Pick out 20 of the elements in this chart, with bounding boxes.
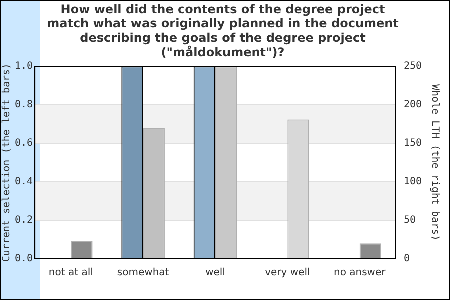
y2-tick-label: 50 (404, 215, 416, 226)
y-tick-label: 1.0 (15, 61, 34, 72)
x-tick-label: well (206, 268, 226, 279)
x-tick-label: no answer (334, 268, 387, 279)
y2-tick-label: 0 (404, 254, 410, 265)
y-tick-label: 0.6 (15, 138, 34, 150)
y2-tick-label: 200 (404, 100, 422, 111)
y2-tick-label: 100 (404, 176, 422, 188)
y2-axis-title: Whole LTH (the right bars) (429, 84, 440, 242)
y-tick-label: 0.4 (15, 176, 34, 188)
y2-tick-label: 150 (404, 138, 422, 150)
y-tick-label: 0.8 (15, 100, 34, 111)
y-tick-label: 0.2 (15, 215, 34, 226)
y-axis-title: Current selection (the left bars) (2, 63, 13, 262)
y-tick-label: 0.0 (15, 254, 34, 265)
x-tick-label: not at all (48, 268, 94, 279)
y2-tick-label: 250 (404, 61, 422, 72)
chart-title: How well did the contents of the degree project match what was originally planned in the document describing the goals of the degree project ("måldokument")? (47, 2, 400, 60)
x-tick-label: somewhat (117, 268, 170, 279)
x-tick-label: very well (265, 268, 310, 279)
